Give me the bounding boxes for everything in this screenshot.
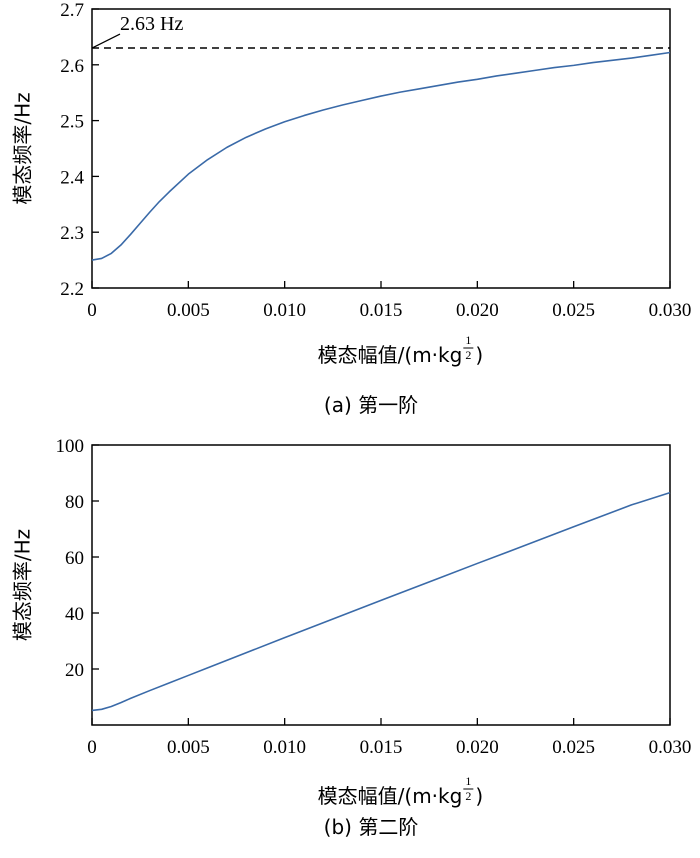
x-tick-label: 0.025 [552,300,595,321]
y-tick-label: 100 [56,436,85,457]
x-axis-title-close: ) [475,784,483,808]
x-tick-label: 0.030 [649,300,692,321]
plot-frame [91,8,671,289]
x-axis-title-close: ) [475,343,483,367]
annotation-leader [91,33,121,49]
x-axis-exponent-numerator: 1 [465,774,471,788]
y-tick-label: 2.5 [60,112,84,133]
x-axis-exponent-numerator: 1 [465,333,471,347]
x-tick-label: 0.015 [360,737,403,758]
x-axis-exponent-denominator: 2 [465,348,471,362]
x-tick-label: 0.005 [167,300,210,321]
y-tick-label: 2.7 [60,0,84,21]
x-tick-label: 0.020 [456,300,499,321]
y-axis-title: 模态频率/Hz [11,92,35,204]
x-tick-label: 0.010 [263,737,306,758]
series-line [91,51,671,261]
x-tick-label: 0.015 [360,300,403,321]
y-tick-label: 80 [65,492,84,513]
chart-panel-2: 0 0.005 0.010 0.015 0.020 0.025 0.030 20 40 60 80 1… [11,436,692,839]
y-tick-label: 2.2 [60,279,84,300]
x-axis-exponent-denominator: 2 [465,789,471,803]
y-tick-label: 2.6 [60,56,84,77]
reference-label: 2.63 Hz [120,13,183,35]
y-tick-label: 60 [65,548,84,569]
figure-caption: (a) 第一阶 [324,393,418,417]
y-tick-label: 2.4 [60,167,84,188]
y-tick-label: 40 [65,604,84,625]
x-axis-title-main: 模态幅值/(m·kg [318,784,463,808]
chart-panel-1: 0 0.005 0.010 0.015 0.020 0.025 0.030 2.2 2.3 2.4… [11,0,692,417]
x-tick-label: 0 [87,737,97,758]
plot-frame [91,444,671,726]
x-tick-label: 0 [87,300,97,321]
x-axis-title-main: 模态幅值/(m·kg [318,343,463,367]
x-tick-label: 0.020 [456,737,499,758]
x-tick-label: 0.005 [167,737,210,758]
y-tick-label: 20 [65,660,84,681]
y-tick-label: 2.3 [60,223,84,244]
y-axis-title: 模态频率/Hz [11,529,35,641]
figure-caption: (b) 第二阶 [324,815,419,839]
x-tick-label: 0.030 [649,737,692,758]
x-tick-label: 0.010 [263,300,306,321]
series-line [91,491,671,712]
x-tick-label: 0.025 [552,737,595,758]
